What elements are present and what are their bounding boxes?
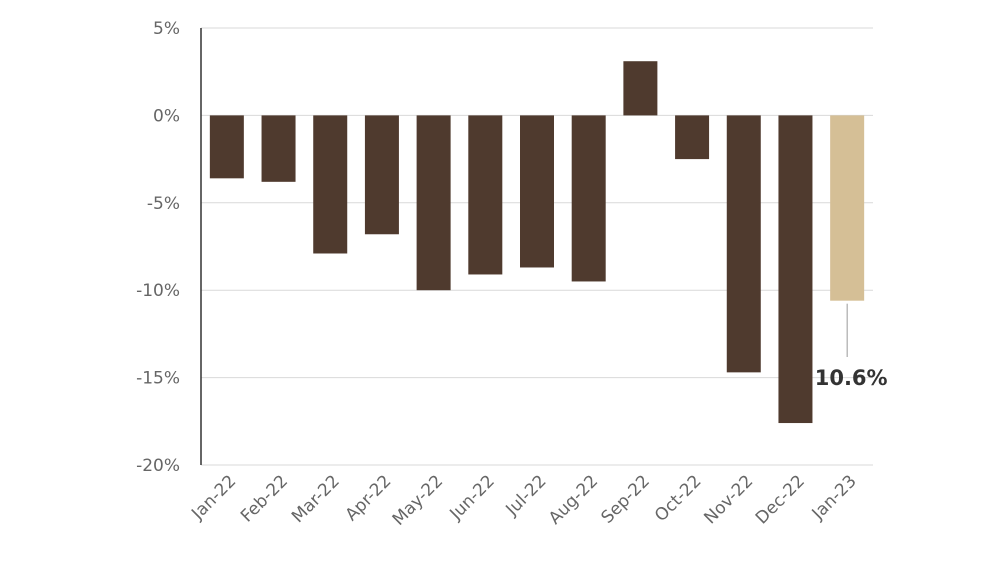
bar-apr-22 [364, 115, 399, 235]
callout-label: 10.6% [815, 366, 888, 390]
y-tick-label: 5% [153, 19, 180, 39]
x-tick-label: Apr-22 [342, 471, 396, 525]
x-tick-label: Sep-22 [597, 471, 653, 527]
bar-jun-22 [468, 115, 503, 275]
callout: 10.6% [815, 303, 888, 390]
x-tick-label: Feb-22 [237, 471, 292, 526]
x-tick-label: Nov-22 [700, 471, 757, 528]
x-tick-label: Oct-22 [651, 471, 706, 526]
x-tick-label: Jul-22 [502, 471, 551, 520]
x-tick-label: Jan-22 [187, 471, 240, 524]
bar-nov-22 [726, 115, 761, 373]
y-tick-label: -10% [136, 281, 180, 301]
bar-dec-22 [778, 115, 813, 424]
bar-mar-22 [313, 115, 348, 254]
y-axis-tick-labels: 5% 0% -5% -10% -15% -20% [136, 19, 180, 476]
x-tick-label: Jun-22 [446, 471, 499, 524]
bar-aug-22 [571, 115, 606, 282]
y-tick-label: -5% [147, 194, 180, 214]
bar-may-22 [416, 115, 451, 291]
bar-feb-22 [261, 115, 296, 182]
bar-jan-22 [209, 115, 244, 179]
x-tick-label: Jan-23 [808, 471, 861, 524]
bar-sep-22 [623, 61, 658, 116]
bar-oct-22 [675, 115, 710, 160]
y-tick-label: -20% [136, 456, 180, 476]
x-tick-label: May-22 [389, 471, 447, 529]
bar-jan-23 [830, 115, 865, 301]
y-tick-label: 0% [153, 106, 180, 126]
x-tick-label: Aug-22 [545, 471, 602, 528]
x-tick-label: Mar-22 [288, 471, 344, 527]
x-tick-label: Dec-22 [752, 471, 809, 528]
bar-jul-22 [520, 115, 554, 268]
y-tick-label: -15% [136, 369, 180, 389]
bars [209, 61, 865, 424]
